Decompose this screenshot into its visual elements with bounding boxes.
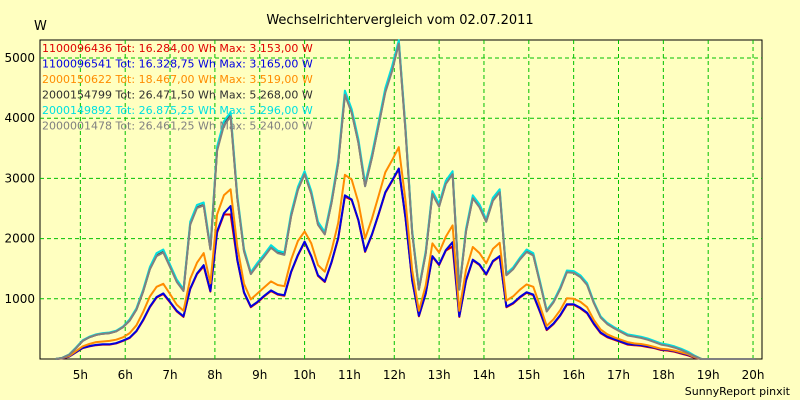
series-line-6 bbox=[55, 42, 756, 360]
x-tick-label: 13h bbox=[428, 368, 451, 382]
legend-entry: 2000149892 Tot: 26.875,25 Wh Max: 5.296,… bbox=[42, 104, 313, 117]
y-axis-unit: W bbox=[34, 19, 47, 34]
legend: 1100096436 Tot: 16.284,00 Wh Max: 3.153,… bbox=[42, 42, 313, 133]
legend-entry: 2000154799 Tot: 26.471,50 Wh Max: 5.268,… bbox=[42, 89, 313, 102]
x-tick-label: 11h bbox=[338, 368, 361, 382]
x-tick-label: 8h bbox=[207, 368, 222, 382]
x-tick-label: 15h bbox=[517, 368, 540, 382]
x-tick-label: 18h bbox=[652, 368, 675, 382]
x-tick-label: 19h bbox=[697, 368, 720, 382]
legend-entry: 2000001478 Tot: 26.461,25 Wh Max: 5.240,… bbox=[42, 120, 313, 133]
x-tick-label: 5h bbox=[73, 368, 88, 382]
series-lines bbox=[55, 39, 756, 360]
y-tick-label: 2000 bbox=[4, 232, 35, 246]
chart-title: Wechselrichtervergleich vom 02.07.2011 bbox=[266, 13, 533, 28]
y-tick-label: 3000 bbox=[4, 171, 35, 185]
legend-entry: 1100096541 Tot: 16.328,75 Wh Max: 3.165,… bbox=[42, 58, 313, 71]
x-tick-label: 20h bbox=[742, 368, 765, 382]
x-tick-label: 16h bbox=[562, 368, 585, 382]
y-tick-label: 5000 bbox=[4, 51, 35, 65]
x-tick-label: 9h bbox=[252, 368, 267, 382]
x-tick-label: 10h bbox=[293, 368, 316, 382]
legend-entry: 2000150622 Tot: 18.467,00 Wh Max: 3.519,… bbox=[42, 73, 313, 86]
y-tick-label: 1000 bbox=[4, 292, 35, 306]
series-line-2 bbox=[55, 167, 756, 360]
x-tick-label: 6h bbox=[118, 368, 133, 382]
x-tick-label: 14h bbox=[473, 368, 496, 382]
legend-entry: 1100096436 Tot: 16.284,00 Wh Max: 3.153,… bbox=[42, 42, 313, 55]
footer-credit: SunnyReport pinxit bbox=[685, 385, 791, 398]
x-tick-label: 7h bbox=[162, 368, 177, 382]
ticks: 5h 6h 7h 8h 9h 10h 11h 12h 13h 14h 15h 16h 17h 18h 19h… bbox=[4, 51, 764, 382]
plot-area bbox=[39, 39, 763, 360]
x-tick-label: 17h bbox=[607, 368, 630, 382]
series-line-3 bbox=[55, 146, 756, 360]
x-tick-label: 12h bbox=[383, 368, 406, 382]
y-tick-label: 4000 bbox=[4, 111, 35, 125]
